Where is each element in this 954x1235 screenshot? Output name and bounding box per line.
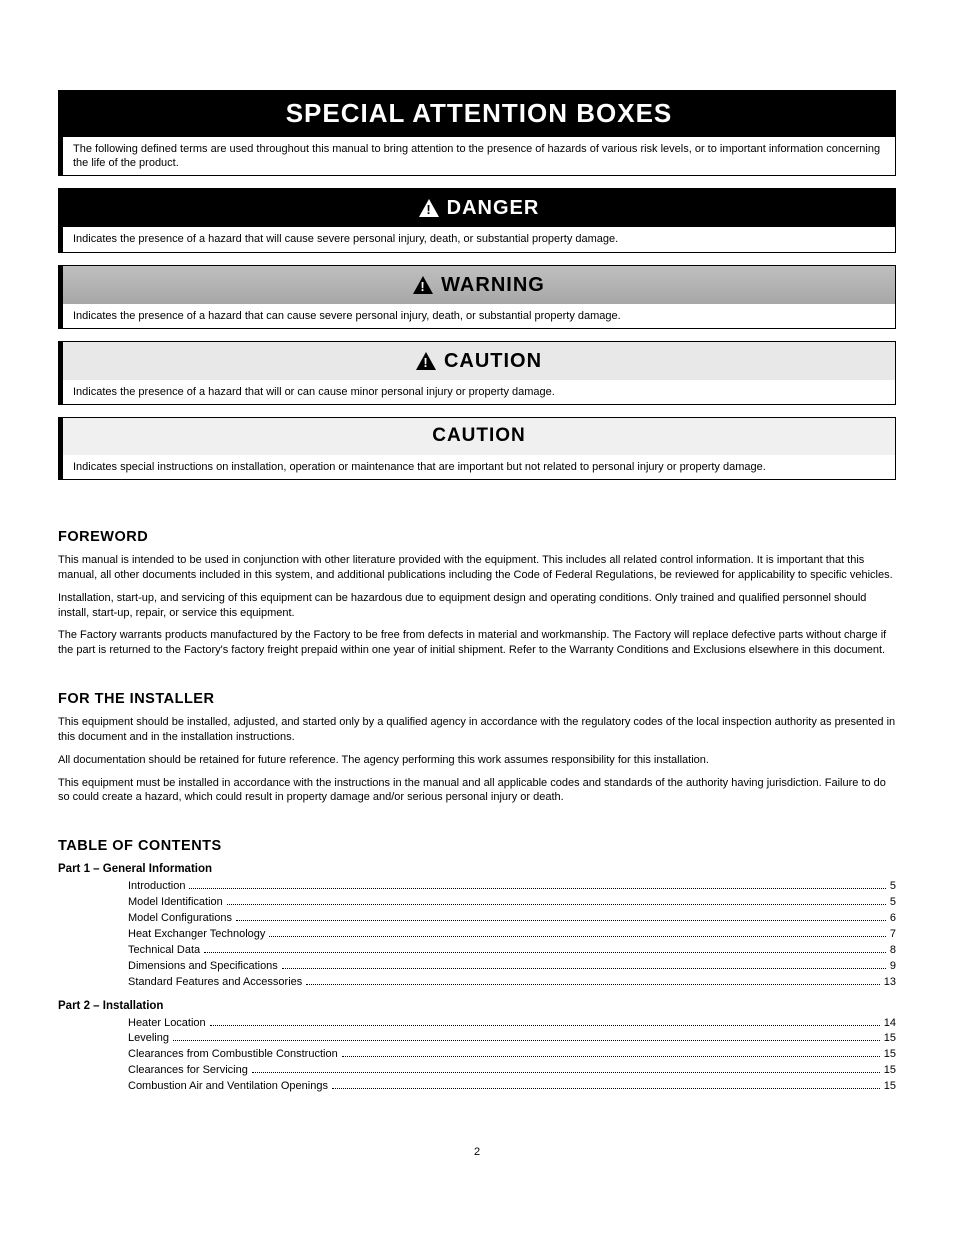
toc-item: Heat Exchanger Technology 7 (128, 927, 896, 943)
special-attention-title: SPECIAL ATTENTION BOXES (63, 91, 895, 137)
toc-item-page: 14 (884, 1016, 896, 1032)
toc-item-title: Leveling (128, 1031, 169, 1047)
warning-icon: ! (416, 352, 436, 370)
foreword-paragraph: The Factory warrants products manufactur… (58, 628, 896, 658)
danger-body: Indicates the presence of a hazard that … (63, 227, 895, 251)
toc-item-page: 7 (890, 927, 896, 943)
foreword-paragraph: This manual is intended to be used in co… (58, 553, 896, 583)
toc-leader (282, 968, 886, 969)
toc-container: Part 1 – General Information Introduction… (58, 862, 896, 1095)
danger-box: ! DANGER Indicates the presence of a haz… (58, 188, 896, 252)
toc-item-title: Clearances for Servicing (128, 1063, 248, 1079)
toc-item: Clearances from Combustible Construction… (128, 1047, 896, 1063)
toc-leader (204, 952, 886, 953)
toc-leader (173, 1040, 880, 1041)
warning-body: Indicates the presence of a hazard that … (63, 304, 895, 328)
toc-item-title: Heater Location (128, 1016, 206, 1032)
toc-leader (332, 1088, 880, 1089)
toc-part-label: Part 1 – General Information (113, 862, 896, 877)
toc-item-page: 6 (890, 911, 896, 927)
caution1-header: ! CAUTION (63, 342, 895, 380)
installer-heading: FOR THE INSTALLER (58, 690, 896, 709)
caution2-label: CAUTION (432, 424, 526, 449)
toc-item-title: Standard Features and Accessories (128, 975, 302, 991)
installer-paragraph: All documentation should be retained for… (58, 753, 896, 768)
toc-part-label: Part 2 – Installation (113, 999, 896, 1014)
toc-item-title: Technical Data (128, 943, 200, 959)
toc-item: Standard Features and Accessories 13 (128, 975, 896, 991)
special-attention-container: SPECIAL ATTENTION BOXES The following de… (58, 90, 896, 176)
caution-box-2: CAUTION Indicates special instructions o… (58, 417, 896, 480)
caution1-label: CAUTION (444, 348, 542, 374)
warning-icon: ! (413, 276, 433, 294)
toc-item-page: 13 (884, 975, 896, 991)
toc-item-page: 8 (890, 943, 896, 959)
toc-leader (269, 936, 885, 937)
toc-item-title: Introduction (128, 879, 185, 895)
toc-item: Heater Location 14 (128, 1016, 896, 1032)
toc-item: Technical Data 8 (128, 943, 896, 959)
toc-leader (306, 984, 879, 985)
toc-item: Introduction 5 (128, 879, 896, 895)
toc-item-title: Heat Exchanger Technology (128, 927, 265, 943)
svg-text:!: ! (423, 355, 428, 370)
toc-item: Combustion Air and Ventilation Openings 1… (128, 1079, 896, 1095)
warning-header: ! WARNING (63, 266, 895, 304)
caution1-body: Indicates the presence of a hazard that … (63, 380, 895, 404)
toc-item-title: Dimensions and Specifications (128, 959, 278, 975)
toc-item: Model Configurations 6 (128, 911, 896, 927)
toc-item-page: 15 (884, 1031, 896, 1047)
toc-leader (236, 920, 886, 921)
foreword-heading: FOREWORD (58, 528, 896, 547)
toc-leader (342, 1056, 880, 1057)
toc-heading: TABLE OF CONTENTS (58, 837, 896, 856)
toc-leader (252, 1072, 880, 1073)
svg-text:!: ! (420, 279, 425, 294)
caution2-header: CAUTION (63, 418, 895, 455)
toc-item-title: Combustion Air and Ventilation Openings (128, 1079, 328, 1095)
toc-leader (210, 1025, 880, 1026)
installer-paragraph: This equipment should be installed, adju… (58, 715, 896, 745)
toc-item: Dimensions and Specifications 9 (128, 959, 896, 975)
caution2-body: Indicates special instructions on instal… (63, 455, 895, 479)
page-number: 2 (58, 1145, 896, 1159)
toc-item-page: 15 (884, 1079, 896, 1095)
toc-item: Model Identification 5 (128, 895, 896, 911)
toc-part-items: Introduction5Model Identification5Model … (58, 879, 896, 991)
svg-text:!: ! (426, 202, 431, 217)
warning-label: WARNING (441, 272, 545, 298)
toc-item-page: 5 (890, 879, 896, 895)
toc-item-title: Model Configurations (128, 911, 232, 927)
toc-item-page: 15 (884, 1047, 896, 1063)
danger-header: ! DANGER (63, 189, 895, 227)
warning-box: ! WARNING Indicates the presence of a ha… (58, 265, 896, 329)
danger-label: DANGER (447, 195, 540, 221)
special-attention-body: The following defined terms are used thr… (63, 137, 895, 176)
toc-item: Leveling 15 (128, 1031, 896, 1047)
toc-item: Clearances for Servicing 15 (128, 1063, 896, 1079)
special-attention-title-text: SPECIAL ATTENTION BOXES (286, 97, 673, 131)
foreword-paragraph: Installation, start-up, and servicing of… (58, 591, 896, 621)
installer-paragraph: This equipment must be installed in acco… (58, 776, 896, 806)
toc-item-page: 5 (890, 895, 896, 911)
warning-icon: ! (419, 199, 439, 217)
toc-item-page: 9 (890, 959, 896, 975)
toc-leader (189, 888, 885, 889)
toc-item-title: Clearances from Combustible Construction (128, 1047, 338, 1063)
caution-box-1: ! CAUTION Indicates the presence of a ha… (58, 341, 896, 405)
toc-leader (227, 904, 886, 905)
toc-item-title: Model Identification (128, 895, 223, 911)
toc-item-page: 15 (884, 1063, 896, 1079)
toc-part-items: Heater Location14Leveling15Clearances fr… (58, 1016, 896, 1096)
